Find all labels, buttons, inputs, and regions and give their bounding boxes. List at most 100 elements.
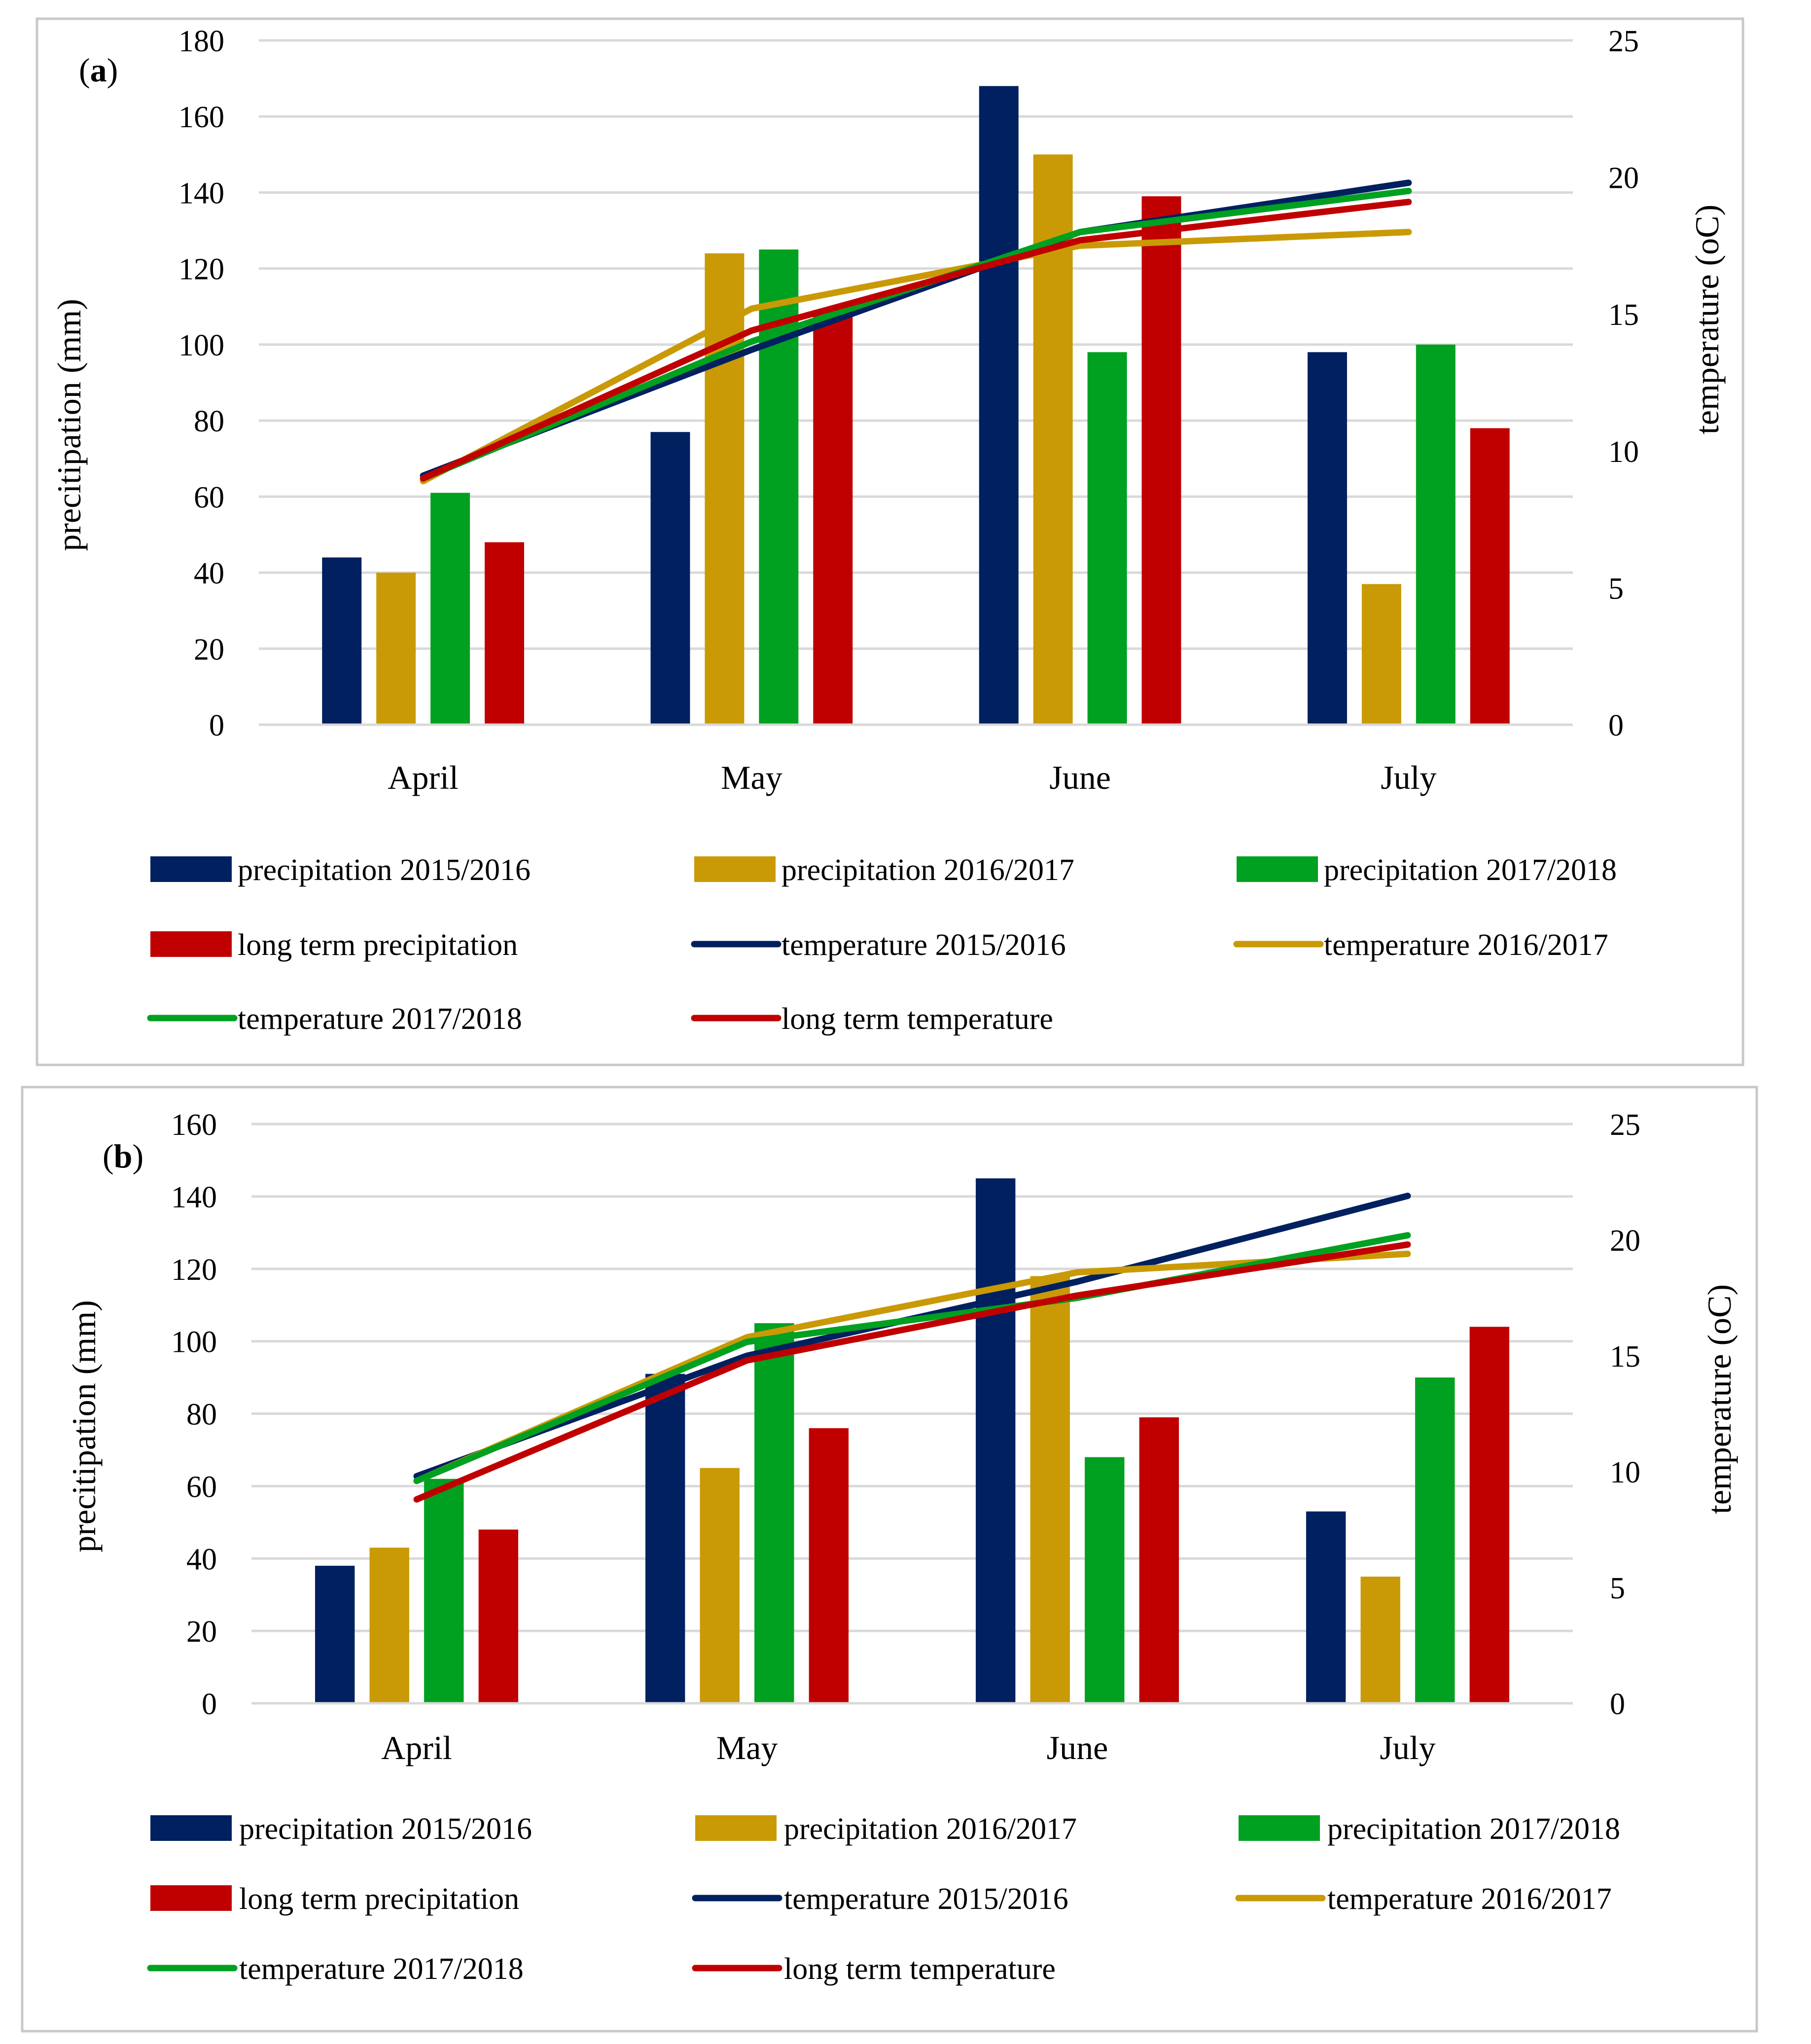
y2-tick-label: 5: [1610, 1572, 1625, 1605]
legend-label: precipitation 2017/2018: [1324, 853, 1617, 887]
panel-a: 0 20 40 60 80 100 120 140 160 180 0 5 10 15 20 25 (a) Apr…: [36, 17, 1744, 1066]
panel-label-close: ): [132, 1137, 143, 1175]
panel-label-letter: b: [114, 1137, 133, 1175]
bar-precipitation-2017-2018-june: [1087, 352, 1127, 725]
y-tick-label: 100: [178, 329, 224, 362]
bar-precipitation-2015-2016-may: [650, 432, 690, 725]
y2-tick-label: 10: [1610, 1456, 1640, 1489]
y-tick-label: 140: [178, 176, 224, 210]
y-tick-label: 40: [194, 557, 224, 591]
y2-tick-label: 10: [1608, 435, 1639, 469]
bar-precipitation-2015-2016-april: [322, 557, 362, 725]
bar-precipitation-2015-2016-june: [975, 1178, 1016, 1703]
y-axis-title: precitipation (mm): [65, 1300, 103, 1552]
bar-long-term-precipitation-june: [1139, 1417, 1179, 1703]
y-tick-label: 160: [178, 101, 224, 134]
bar-precipitation-2015-2016-june: [979, 86, 1019, 725]
y2-tick-label: 25: [1610, 1108, 1640, 1142]
legend-swatch-precipitation-2016-2017: [695, 1815, 777, 1841]
y-tick-label: 20: [186, 1615, 217, 1649]
y-tick-label: 80: [186, 1398, 217, 1432]
panel-frame: [21, 1086, 1758, 2033]
bar-precipitation-2016-2017-july: [1360, 1576, 1400, 1703]
y2-tick-label: 20: [1608, 162, 1639, 195]
y-tick-label: 20: [194, 633, 224, 667]
bar-long-term-precipitation-may: [813, 314, 853, 725]
bar-precipitation-2015-2016-may: [645, 1374, 685, 1703]
legend-label: long term temperature: [784, 1952, 1056, 1986]
line-temperature-2017-2018: [413, 1232, 1411, 1484]
bar-precipitation-2016-2017-april: [376, 572, 416, 725]
y2-tick-label: 20: [1610, 1224, 1640, 1258]
legend-label: long term temperature: [781, 1002, 1053, 1036]
y2-tick-label: 15: [1610, 1340, 1640, 1374]
bar-precipitation-2015-2016-april: [315, 1565, 355, 1703]
legend-label: temperature 2016/2017: [1324, 928, 1608, 962]
legend-swatch-precipitation-2017-2018: [1239, 1815, 1320, 1841]
bar-precipitation-2016-2017-june: [1030, 1276, 1070, 1703]
bar-long-term-precipitation-july: [1469, 1327, 1510, 1703]
legend-swatch-long-term-precipitation: [150, 931, 232, 957]
y-tick-label: 80: [194, 405, 224, 438]
legend-label: precipitation 2017/2018: [1327, 1812, 1620, 1846]
legend-label: long term precipitation: [239, 1882, 519, 1916]
bar-precipitation-2015-2016-july: [1308, 352, 1347, 725]
bar-long-term-precipitation-may: [809, 1428, 849, 1703]
x-tick-label: May: [716, 1729, 778, 1766]
legend-label: temperature 2016/2017: [1327, 1882, 1612, 1916]
bar-precipitation-2017-2018-april: [430, 493, 470, 725]
bar-precipitation-2017-2018-may: [754, 1323, 794, 1703]
bar-precipitation-2017-2018-july: [1415, 1377, 1455, 1703]
bar-precipitation-2017-2018-april: [424, 1479, 464, 1703]
bar-precipitation-2017-2018-july: [1416, 344, 1456, 725]
bar-precipitation-2016-2017-april: [369, 1548, 409, 1703]
y2-tick-label: 0: [1610, 1688, 1625, 1721]
y2-tick-label: 0: [1608, 709, 1624, 742]
panel-frame: [36, 17, 1744, 1066]
line-long-term-temperature: [420, 199, 1412, 482]
legend-label: temperature 2017/2018: [239, 1952, 524, 1986]
bar-long-term-precipitation-april: [485, 542, 524, 725]
y-tick-label: 60: [186, 1470, 217, 1504]
y-tick-label: 120: [171, 1253, 217, 1287]
legend-swatch-long-term-precipitation: [150, 1885, 232, 1911]
legend-swatch-precipitation-2015-2016: [150, 856, 232, 882]
legend-label: temperature 2017/2018: [238, 1002, 522, 1036]
y-tick-label: 180: [178, 25, 224, 58]
bar-long-term-precipitation-june: [1141, 196, 1181, 725]
x-tick-label: April: [381, 1729, 452, 1766]
bar-precipitation-2017-2018-june: [1085, 1457, 1125, 1703]
panel-label-open: (: [103, 1137, 114, 1175]
y-tick-label: 120: [178, 253, 224, 286]
x-tick-label: July: [1381, 759, 1436, 796]
bar-precipitation-2016-2017-may: [700, 1468, 740, 1703]
y-tick-label: 160: [171, 1108, 217, 1142]
panel-label-letter: a: [90, 51, 107, 89]
panel-label: (b): [103, 1137, 143, 1175]
legend-label: temperature 2015/2016: [781, 928, 1066, 962]
x-tick-label: June: [1049, 759, 1111, 796]
panel-b: 0 20 40 60 80 100 120 140 160 0 5 10 15 20 25 (b) April M…: [21, 1086, 1758, 2033]
y2-axis-title: temperature (oC): [1688, 205, 1726, 434]
y2-tick-label: 25: [1608, 25, 1639, 58]
y-tick-label: 0: [209, 709, 224, 742]
panel-label: (a): [79, 51, 118, 89]
y-tick-label: 60: [194, 481, 224, 514]
y-axis-title: precitipation (mm): [50, 299, 88, 551]
y2-tick-label: 15: [1608, 298, 1639, 332]
x-tick-label: June: [1047, 1729, 1108, 1766]
y2-tick-label: 5: [1608, 572, 1624, 605]
y-tick-label: 40: [186, 1543, 217, 1576]
bar-precipitation-2016-2017-july: [1361, 584, 1401, 725]
legend-label: precipitation 2015/2016: [239, 1812, 532, 1846]
legend-label: precipitation 2015/2016: [238, 853, 531, 887]
legend-label: precipitation 2016/2017: [781, 853, 1074, 887]
legend-label: precipitation 2016/2017: [784, 1812, 1077, 1846]
line-long-term-temperature: [413, 1241, 1411, 1503]
y-tick-label: 140: [171, 1181, 217, 1214]
legend-label: temperature 2015/2016: [784, 1882, 1068, 1916]
bar-long-term-precipitation-july: [1470, 428, 1510, 725]
y2-axis-title: temperature (oC): [1701, 1284, 1738, 1514]
bar-long-term-precipitation-april: [478, 1529, 519, 1703]
legend-swatch-precipitation-2016-2017: [694, 856, 776, 882]
